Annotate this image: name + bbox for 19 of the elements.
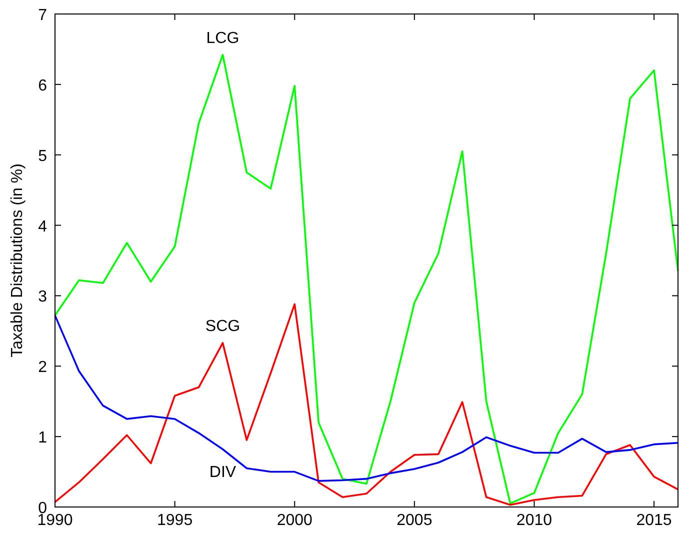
x-tick-label: 2015 (636, 512, 672, 529)
y-tick-label: 6 (38, 77, 48, 94)
x-tick-label: 2005 (396, 512, 432, 529)
x-tick-label: 2000 (276, 512, 313, 529)
line-series (54, 54, 679, 504)
y-tick-label: 7 (38, 7, 48, 24)
y-tick-label: 5 (38, 148, 48, 165)
y-tick-label: 4 (38, 218, 48, 236)
y-tick-label: 1 (38, 430, 48, 447)
series-label: SCG (205, 318, 240, 335)
y-axis-title: Taxable Distributions (in %) (9, 164, 26, 358)
x-tick-label: 2010 (516, 512, 552, 529)
series-label: DIV (209, 464, 236, 482)
line-series (54, 303, 679, 506)
series-label: LCG (206, 30, 240, 47)
y-tick-label: 3 (38, 288, 48, 306)
line-series (54, 314, 679, 482)
x-tick-label: 1995 (157, 512, 193, 529)
y-tick-label: 2 (38, 359, 48, 376)
